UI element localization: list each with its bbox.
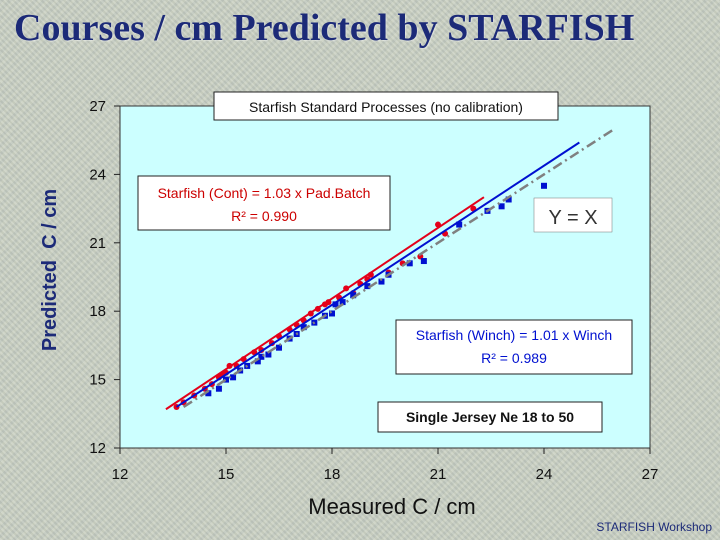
series-1-point-3 (230, 374, 237, 381)
series-0-point-8 (226, 362, 233, 369)
series-1-point-26 (498, 203, 505, 210)
x-tick-label-1: 15 (218, 466, 235, 483)
subset-label: Single Jersey Ne 18 to 50 (406, 409, 574, 425)
series-0-point-21 (325, 299, 332, 306)
cont-box (137, 175, 391, 231)
footer-label: STARFISH Workshop (596, 520, 712, 534)
series-1-point-0 (205, 390, 212, 397)
series-1-point-7 (258, 353, 265, 360)
series-0-point-32 (435, 221, 441, 228)
series-1-point-1 (215, 385, 222, 392)
winch-box (395, 319, 633, 375)
winch-equation: Starfish (Winch) = 1.01 x Winch (416, 327, 612, 343)
series-0-point-23 (343, 285, 350, 292)
x-tick-label-4: 24 (536, 466, 553, 483)
y-axis-label: Predicted C / cm (39, 189, 61, 351)
series-layer (165, 127, 616, 411)
x-tick-label-3: 21 (430, 466, 447, 483)
series-1-point-8 (265, 351, 272, 358)
series-0-point-10 (240, 356, 247, 363)
series-1-point-19 (364, 283, 371, 290)
y-tick-label-5: 27 (89, 98, 106, 115)
cont-equation: Starfish (Cont) = 1.03 x Pad.Batch (158, 185, 371, 201)
series-1-trend-line (175, 141, 580, 408)
series-1-point-17 (339, 299, 346, 306)
series-0-point-19 (314, 305, 321, 312)
series-1-point-23 (420, 258, 427, 265)
y-tick-label-0: 12 (89, 440, 106, 457)
series-1-point-20 (378, 278, 385, 285)
series-1-point-28 (541, 182, 547, 189)
winch-r2: R² = 0.989 (481, 350, 547, 366)
identity-label: Y = X (548, 207, 597, 229)
series-1-point-9 (276, 344, 282, 351)
series-2 (182, 127, 616, 409)
x-tick-label-5: 27 (642, 466, 659, 483)
series-1-point-6 (254, 358, 261, 365)
x-axis-label: Measured C / cm (308, 494, 476, 519)
y-tick-label-4: 24 (89, 166, 106, 183)
y-tick-label-1: 15 (89, 372, 106, 389)
subset-box (377, 401, 603, 433)
series-0-point-18 (307, 310, 314, 317)
identity-box (533, 197, 613, 233)
series-1-point-27 (505, 196, 512, 203)
x-tick-label-2: 18 (324, 466, 341, 483)
series-1-point-2 (223, 376, 229, 383)
series-1-point-24 (456, 221, 463, 228)
series-1-point-16 (332, 301, 339, 308)
series-1-point-18 (350, 292, 357, 299)
series-2-trend-line (182, 127, 616, 409)
x-tick-label-0: 12 (112, 466, 129, 483)
header-label: Starfish Standard Processes (no calibrat… (249, 99, 523, 115)
series-1-point-15 (329, 310, 335, 317)
axis-layer: 12 15 18 21 24 27 12 15 18 21 24 27 (89, 98, 658, 483)
slide-title: Courses / cm Predicted by STARFISH (14, 7, 635, 49)
cont-r2: R² = 0.990 (231, 208, 297, 224)
header-box (213, 91, 559, 121)
series-0-point-27 (367, 271, 374, 278)
series-1-point-22 (406, 260, 413, 267)
series-1-point-12 (300, 324, 307, 331)
y-tick-label-2: 18 (89, 303, 106, 320)
y-tick-label-3: 21 (89, 235, 106, 252)
